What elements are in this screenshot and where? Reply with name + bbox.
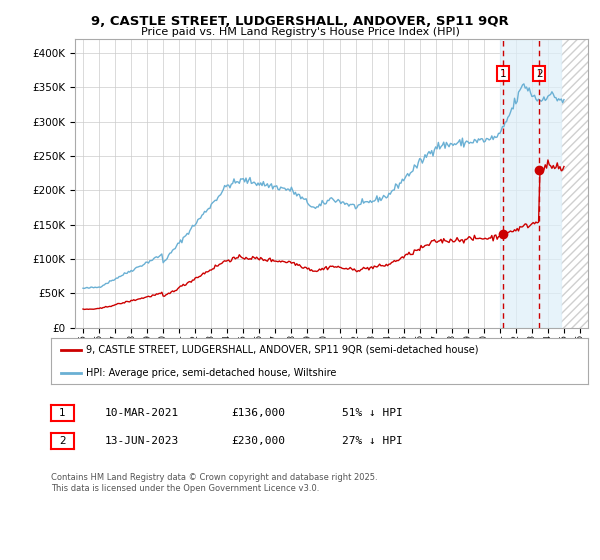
Text: Price paid vs. HM Land Registry's House Price Index (HPI): Price paid vs. HM Land Registry's House … bbox=[140, 27, 460, 37]
Text: 1: 1 bbox=[500, 68, 506, 78]
Bar bbox=[561, 39, 588, 328]
Text: 9, CASTLE STREET, LUDGERSHALL, ANDOVER, SP11 9QR: 9, CASTLE STREET, LUDGERSHALL, ANDOVER, … bbox=[91, 15, 509, 28]
Text: £230,000: £230,000 bbox=[231, 436, 285, 446]
Text: £136,000: £136,000 bbox=[231, 408, 285, 418]
Bar bbox=[561, 39, 588, 328]
Text: 27% ↓ HPI: 27% ↓ HPI bbox=[342, 436, 403, 446]
Text: HPI: Average price, semi-detached house, Wiltshire: HPI: Average price, semi-detached house,… bbox=[86, 367, 336, 377]
Text: 9, CASTLE STREET, LUDGERSHALL, ANDOVER, SP11 9QR (semi-detached house): 9, CASTLE STREET, LUDGERSHALL, ANDOVER, … bbox=[86, 344, 478, 354]
Text: 13-JUN-2023: 13-JUN-2023 bbox=[105, 436, 179, 446]
Text: 1: 1 bbox=[59, 408, 66, 418]
Text: 2: 2 bbox=[536, 68, 542, 78]
Text: 2: 2 bbox=[59, 436, 66, 446]
Bar bbox=[500, 39, 561, 328]
Text: 51% ↓ HPI: 51% ↓ HPI bbox=[342, 408, 403, 418]
Text: 10-MAR-2021: 10-MAR-2021 bbox=[105, 408, 179, 418]
Text: Contains HM Land Registry data © Crown copyright and database right 2025.
This d: Contains HM Land Registry data © Crown c… bbox=[51, 473, 377, 493]
